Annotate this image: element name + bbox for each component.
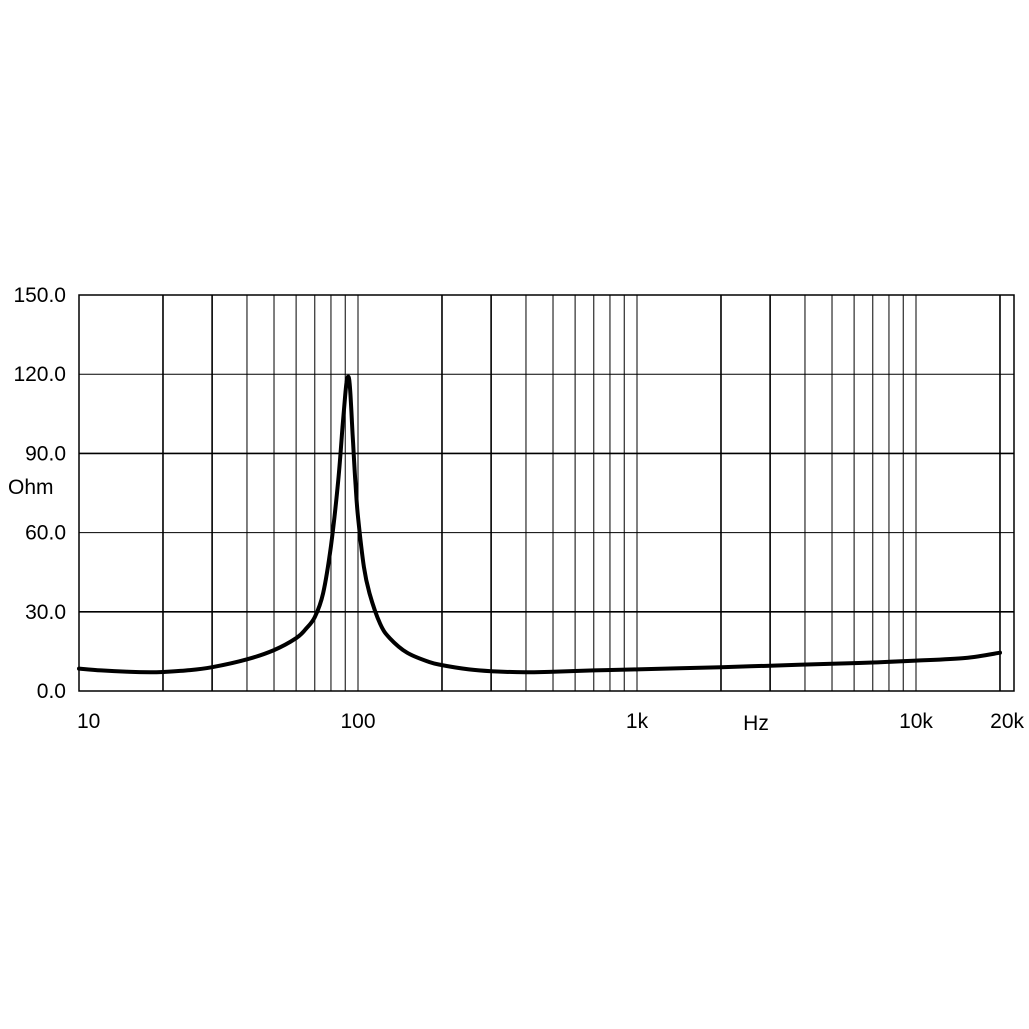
y-tick-label: 90.0 (25, 442, 66, 465)
x-tick-label: 100 (340, 710, 375, 733)
y-axis-label: Ohm (8, 476, 54, 499)
x-tick-label: 10k (899, 710, 933, 733)
plot-frame (78, 294, 1015, 692)
x-tick-label: 20k (990, 710, 1024, 733)
x-axis-label: Hz (743, 712, 769, 735)
y-tick-label: 150.0 (13, 284, 66, 307)
impedance-series-line (77, 374, 1002, 675)
y-tick-label: 30.0 (25, 601, 66, 624)
x-tick-label: 10 (77, 710, 100, 733)
x-tick-label: 1k (626, 710, 649, 733)
y-tick-label: 60.0 (25, 522, 66, 545)
y-tick-labels: 0.0 30.0 60.0 90.0 120.0 150.0 (13, 284, 66, 703)
x-tick-labels: 10 100 1k 10k 20k (77, 710, 1024, 733)
y-tick-label: 120.0 (13, 363, 66, 386)
y-tick-label: 0.0 (37, 680, 66, 703)
